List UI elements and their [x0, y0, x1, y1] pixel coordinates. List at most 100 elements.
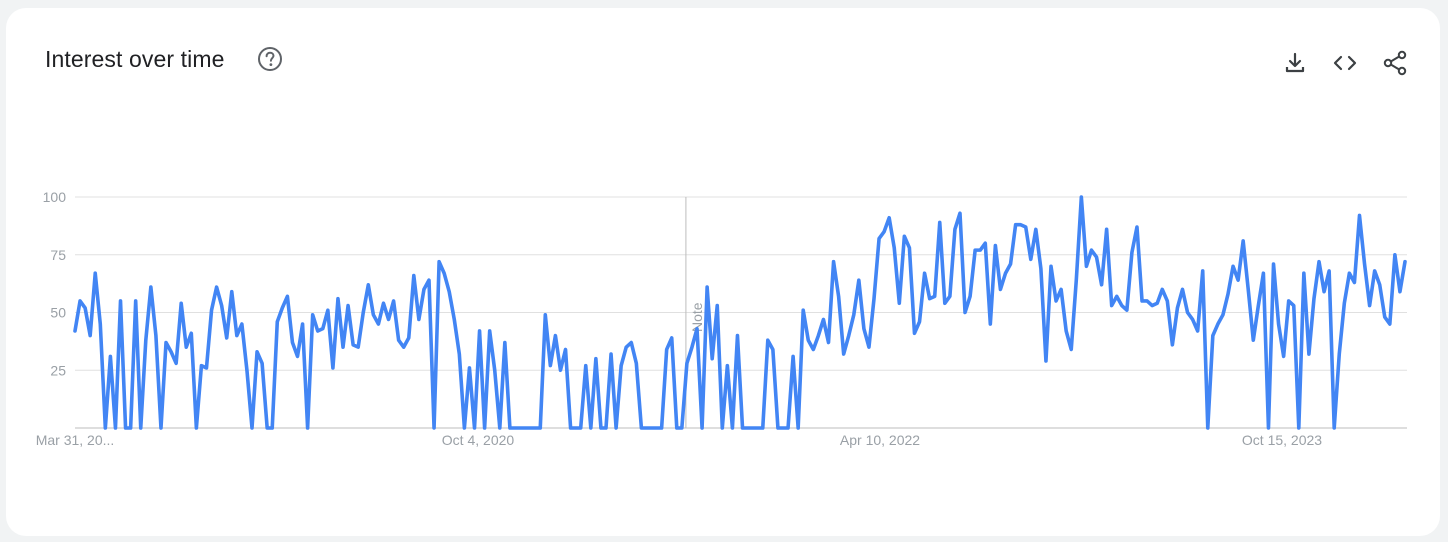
data-point [458, 353, 460, 355]
data-point [1030, 258, 1032, 260]
data-point [1277, 323, 1279, 325]
data-point [119, 300, 121, 302]
data-point [1156, 302, 1158, 304]
data-point [403, 346, 405, 348]
data-point [635, 362, 637, 364]
data-point [155, 334, 157, 336]
data-point [564, 348, 566, 350]
data-point [1257, 304, 1259, 306]
data-point [585, 364, 587, 366]
data-point [792, 355, 794, 357]
data-point [615, 427, 617, 429]
data-point [1080, 196, 1082, 198]
y-tick-label: 75 [50, 247, 66, 263]
data-point [1373, 270, 1375, 272]
data-point [1262, 272, 1264, 274]
data-point [650, 427, 652, 429]
data-point [610, 353, 612, 355]
data-point [473, 427, 475, 429]
data-point [544, 314, 546, 316]
data-point [1404, 260, 1406, 262]
x-tick-label: Oct 4, 2020 [442, 432, 515, 448]
data-point [873, 297, 875, 299]
data-point [559, 369, 561, 371]
data-point [868, 346, 870, 348]
data-point [509, 427, 511, 429]
embed-button[interactable] [1330, 48, 1360, 78]
data-point [681, 427, 683, 429]
data-point [423, 288, 425, 290]
data-point [858, 279, 860, 281]
data-point [802, 309, 804, 311]
data-point [964, 311, 966, 313]
data-point [483, 427, 485, 429]
data-point [1363, 263, 1365, 265]
data-point [837, 295, 839, 297]
x-tick-label: Mar 31, 20... [36, 432, 115, 448]
data-point [676, 427, 678, 429]
data-point [772, 348, 774, 350]
help-circle-icon[interactable] [257, 46, 283, 72]
data-point [397, 339, 399, 341]
data-point [832, 260, 834, 262]
data-point [99, 323, 101, 325]
data-point [625, 346, 627, 348]
data-point [175, 362, 177, 364]
data-point [251, 427, 253, 429]
data-point [337, 297, 339, 299]
data-point [726, 364, 728, 366]
data-point [1298, 427, 1300, 429]
data-point [1095, 256, 1097, 258]
data-point [721, 427, 723, 429]
data-point [630, 341, 632, 343]
data-point [605, 427, 607, 429]
data-point [261, 362, 263, 364]
data-point [1191, 318, 1193, 320]
data-point [1009, 263, 1011, 265]
note-label: Note [689, 302, 705, 332]
data-point [741, 427, 743, 429]
series-line [73, 195, 1407, 430]
download-icon [1285, 52, 1305, 73]
data-point [306, 427, 308, 429]
data-point [504, 341, 506, 343]
data-point [215, 286, 217, 288]
data-point [1368, 304, 1370, 306]
data-point [1110, 304, 1112, 306]
data-point [519, 427, 521, 429]
data-point [418, 318, 420, 320]
data-point [347, 304, 349, 306]
data-point [706, 286, 708, 288]
share-button[interactable] [1380, 48, 1410, 78]
data-point [241, 323, 243, 325]
data-point [944, 302, 946, 304]
data-point [1333, 427, 1335, 429]
data-point [777, 427, 779, 429]
data-point [574, 427, 576, 429]
data-point [1116, 295, 1118, 297]
data-point [827, 341, 829, 343]
data-point [433, 427, 435, 429]
y-tick-label: 100 [43, 189, 67, 205]
data-point [84, 307, 86, 309]
data-point [408, 337, 410, 339]
data-point [848, 334, 850, 336]
data-point [210, 309, 212, 311]
data-point [903, 235, 905, 237]
data-point [1014, 224, 1016, 226]
data-point [934, 295, 936, 297]
data-point [104, 427, 106, 429]
data-point [595, 358, 597, 360]
data-point [160, 427, 162, 429]
data-point [1379, 284, 1381, 286]
data-point [499, 427, 501, 429]
data-point [1217, 323, 1219, 325]
data-point [1384, 316, 1386, 318]
data-point [1151, 304, 1153, 306]
data-point [296, 355, 298, 357]
data-point [1196, 330, 1198, 332]
data-point [974, 249, 976, 251]
data-point [954, 228, 956, 230]
download-button[interactable] [1280, 48, 1310, 78]
data-point [1065, 330, 1067, 332]
